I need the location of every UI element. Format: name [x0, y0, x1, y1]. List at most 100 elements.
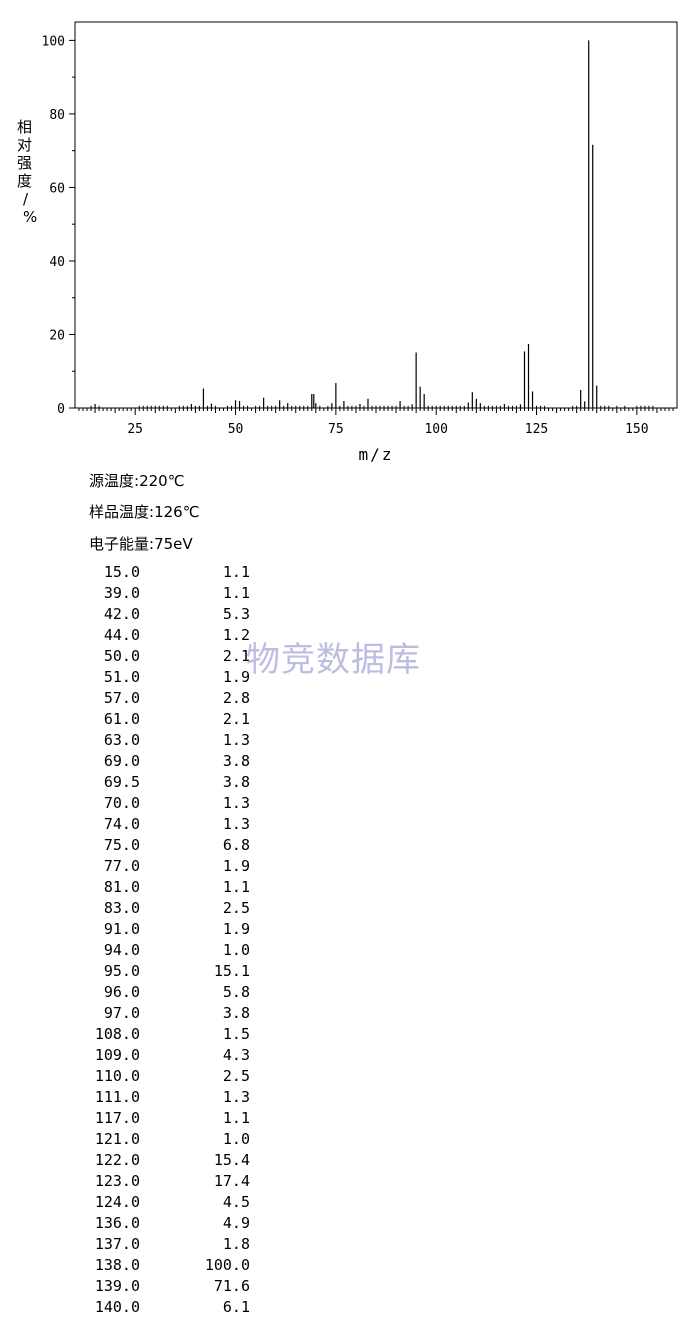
mz-value: 77.0: [103, 857, 140, 875]
x-tick-label: 75: [328, 422, 344, 437]
table-row: 139.0 71.6: [80, 1276, 280, 1297]
y-axis-label: 相对强度/%: [17, 118, 37, 226]
intensity-value: 1.3: [222, 1088, 250, 1106]
table-row: 69.0 3.8: [80, 751, 280, 772]
intensity-value: 1.0: [222, 1130, 250, 1148]
intensity-value: 1.3: [222, 815, 250, 833]
table-row: 123.0 17.4: [80, 1171, 280, 1192]
mz-value: 42.0: [103, 605, 140, 623]
mz-value: 83.0: [103, 899, 140, 917]
intensity-value: 6.8: [222, 836, 250, 854]
watermark: 物竞数据库: [246, 640, 421, 680]
table-row: 70.0 1.3: [80, 793, 280, 814]
table-row: 91.0 1.9: [80, 919, 280, 940]
intensity-value: 3.8: [222, 752, 250, 770]
mz-value: 94.0: [103, 941, 140, 959]
mz-value: 123.0: [94, 1172, 140, 1190]
table-row: 15.0 1.1: [80, 562, 280, 583]
intensity-value: 2.8: [222, 689, 250, 707]
intensity-value: 100.0: [204, 1256, 250, 1274]
table-row: 124.0 4.5: [80, 1192, 280, 1213]
table-row: 42.0 5.3: [80, 604, 280, 625]
source-temperature: 源温度:220℃: [89, 472, 185, 490]
table-row: 77.0 1.9: [80, 856, 280, 877]
plot-frame: [74, 21, 678, 409]
intensity-value: 15.1: [213, 962, 250, 980]
table-row: 39.0 1.1: [80, 583, 280, 604]
x-tick-label: 125: [525, 422, 548, 437]
table-row: 50.0 2.1: [80, 646, 280, 667]
table-row: 121.0 1.0: [80, 1129, 280, 1150]
table-row: 122.0 15.4: [80, 1150, 280, 1171]
y-tick-label: 0: [57, 402, 65, 417]
intensity-value: 1.3: [222, 794, 250, 812]
mz-value: 121.0: [94, 1130, 140, 1148]
intensity-value: 1.2: [222, 626, 250, 644]
intensity-value: 15.4: [213, 1151, 250, 1169]
intensity-value: 1.9: [222, 920, 250, 938]
electron-energy: 电子能量:75eV: [89, 535, 193, 553]
intensity-value: 3.8: [222, 1004, 250, 1022]
intensity-value: 1.1: [222, 878, 250, 896]
mz-value: 139.0: [94, 1277, 140, 1295]
table-row: 97.0 3.8: [80, 1003, 280, 1024]
mz-value: 57.0: [103, 689, 140, 707]
mz-value: 109.0: [94, 1046, 140, 1064]
intensity-value: 71.6: [213, 1277, 250, 1295]
intensity-value: 3.8: [222, 773, 250, 791]
mz-value: 95.0: [103, 962, 140, 980]
intensity-value: 1.1: [222, 1109, 250, 1127]
intensity-value: 1.1: [222, 584, 250, 602]
peak-bars: [90, 40, 654, 408]
x-tick-label: 25: [127, 422, 143, 437]
table-row: 96.0 5.8: [80, 982, 280, 1003]
intensity-value: 17.4: [213, 1172, 250, 1190]
mz-value: 111.0: [94, 1088, 140, 1106]
mz-value: 70.0: [103, 794, 140, 812]
table-row: 63.0 1.3: [80, 730, 280, 751]
y-axis: 0 20 40 60 80 100: [42, 34, 75, 417]
x-tick-label: 100: [424, 422, 447, 437]
sample-temperature: 样品温度:126℃: [89, 503, 200, 521]
mz-value: 138.0: [94, 1256, 140, 1274]
y-axis-label-char: 对: [17, 136, 32, 154]
mass-spectrum-chart: 0 20 40 60 80 100 25 50 75 100 125 150 m/z 相对强度/%: [17, 21, 678, 464]
intensity-value: 2.1: [222, 710, 250, 728]
mz-value: 69.5: [103, 773, 140, 791]
table-row: 111.0 1.3: [80, 1087, 280, 1108]
mz-value: 81.0: [103, 878, 140, 896]
table-row: 94.0 1.0: [80, 940, 280, 961]
intensity-value: 4.5: [222, 1193, 250, 1211]
intensity-value: 2.5: [222, 1067, 250, 1085]
table-row: 44.0 1.2: [80, 625, 280, 646]
table-row: 110.0 2.5: [80, 1066, 280, 1087]
intensity-value: 1.0: [222, 941, 250, 959]
mz-value: 44.0: [103, 626, 140, 644]
mz-value: 75.0: [103, 836, 140, 854]
table-row: 83.0 2.5: [80, 898, 280, 919]
y-axis-label-char: %: [23, 208, 37, 226]
mz-value: 137.0: [94, 1235, 140, 1253]
y-tick-label: 60: [49, 181, 65, 196]
y-tick-label: 40: [49, 255, 65, 270]
mz-value: 117.0: [94, 1109, 140, 1127]
y-tick-label: 20: [49, 328, 65, 343]
intensity-value: 1.9: [222, 668, 250, 686]
mz-value: 91.0: [103, 920, 140, 938]
mz-value: 63.0: [103, 731, 140, 749]
y-tick-label: 100: [42, 34, 65, 49]
mz-value: 15.0: [103, 563, 140, 581]
table-row: 81.0 1.1: [80, 877, 280, 898]
table-row: 69.5 3.8: [80, 772, 280, 793]
mz-value: 74.0: [103, 815, 140, 833]
y-axis-label-char: /: [23, 190, 29, 208]
intensity-value: 4.9: [222, 1214, 250, 1232]
table-row: 74.0 1.3: [80, 814, 280, 835]
table-row: 137.0 1.8: [80, 1234, 280, 1255]
mz-value: 39.0: [103, 584, 140, 602]
mz-value: 51.0: [103, 668, 140, 686]
x-axis-label: m/z: [359, 445, 394, 464]
table-row: 136.0 4.9: [80, 1213, 280, 1234]
mz-value: 136.0: [94, 1214, 140, 1232]
table-row: 75.0 6.8: [80, 835, 280, 856]
